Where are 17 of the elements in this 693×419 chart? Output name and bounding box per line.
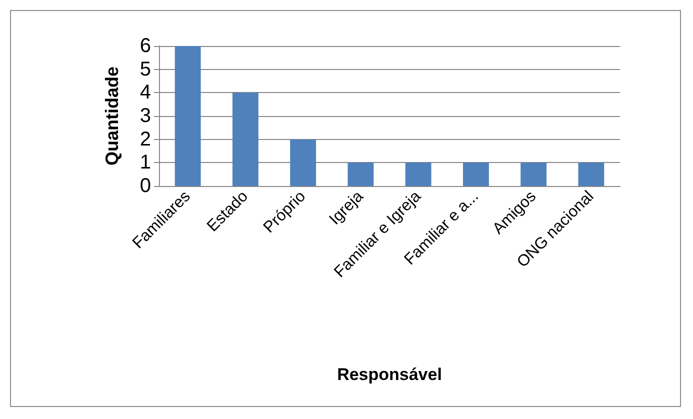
bar xyxy=(290,139,316,186)
y-tick-label: 3 xyxy=(140,105,151,127)
bar xyxy=(232,92,258,186)
bar xyxy=(348,162,374,186)
y-tick-label: 6 xyxy=(140,35,151,57)
y-tick-label: 0 xyxy=(140,175,151,197)
y-tick-label: 5 xyxy=(140,58,151,80)
y-tick-label: 2 xyxy=(140,128,151,150)
bar xyxy=(578,162,604,186)
bar xyxy=(462,162,489,186)
y-axis-title: Quantidade xyxy=(102,66,122,166)
bar xyxy=(174,46,201,186)
bar xyxy=(405,162,432,186)
x-axis-title: Responsável xyxy=(337,365,442,384)
bar xyxy=(520,162,547,186)
y-tick-label: 1 xyxy=(140,152,151,174)
y-tick-label: 4 xyxy=(140,82,151,104)
